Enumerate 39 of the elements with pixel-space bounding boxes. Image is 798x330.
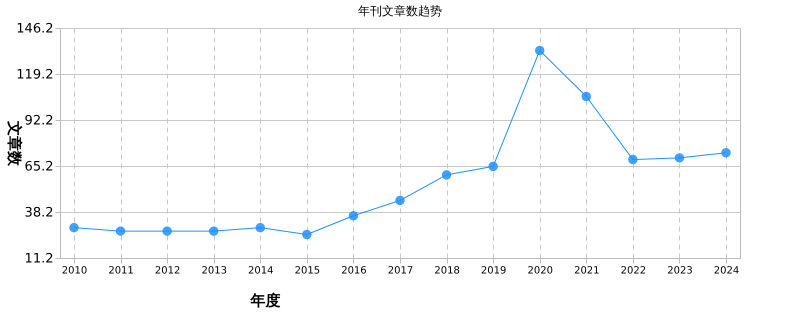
x-tick-label: 2011	[108, 266, 134, 276]
point	[162, 226, 172, 236]
point	[116, 226, 126, 236]
y-tick-label: 146.2	[16, 22, 54, 36]
y-tick-label: 65.2	[24, 160, 54, 174]
y-tick-label: 119.2	[16, 68, 54, 82]
point	[302, 230, 312, 240]
point	[442, 170, 452, 180]
x-tick-label: 2023	[667, 266, 693, 276]
x-tick-label: 2022	[620, 266, 646, 276]
x-tick-label: 2010	[62, 266, 88, 276]
point	[488, 162, 498, 172]
x-tick-label: 2015	[294, 266, 320, 276]
point	[582, 92, 592, 102]
point	[69, 222, 79, 232]
x-tick-label: 2021	[574, 266, 600, 276]
point	[721, 148, 731, 158]
point	[395, 196, 405, 206]
point	[534, 46, 544, 56]
chart-title: 年刊文章数趋势	[358, 4, 442, 18]
x-tick-label: 2020	[528, 266, 553, 276]
point	[348, 211, 358, 220]
x-tick-label: 2013	[201, 266, 227, 276]
x-tick-label: 2017	[388, 266, 414, 276]
x-tick-label: 2016	[341, 266, 367, 276]
point	[208, 226, 218, 236]
x-tick-label: 2018	[434, 266, 460, 276]
x-tick-label: 2014	[248, 266, 274, 276]
x-tick-label: 2024	[714, 266, 740, 276]
y-tick-label: 92.2	[24, 114, 54, 128]
point	[674, 153, 684, 163]
point	[628, 154, 638, 164]
y-axis-title: 文章数	[5, 120, 24, 167]
y-tick-label: 11.2	[24, 252, 54, 266]
x-axis-title: 年度	[250, 292, 280, 310]
x-tick-label: 2019	[480, 266, 506, 276]
y-tick-label: 38.2	[24, 206, 54, 220]
point	[256, 222, 266, 232]
x-tick-label: 2012	[154, 266, 180, 276]
